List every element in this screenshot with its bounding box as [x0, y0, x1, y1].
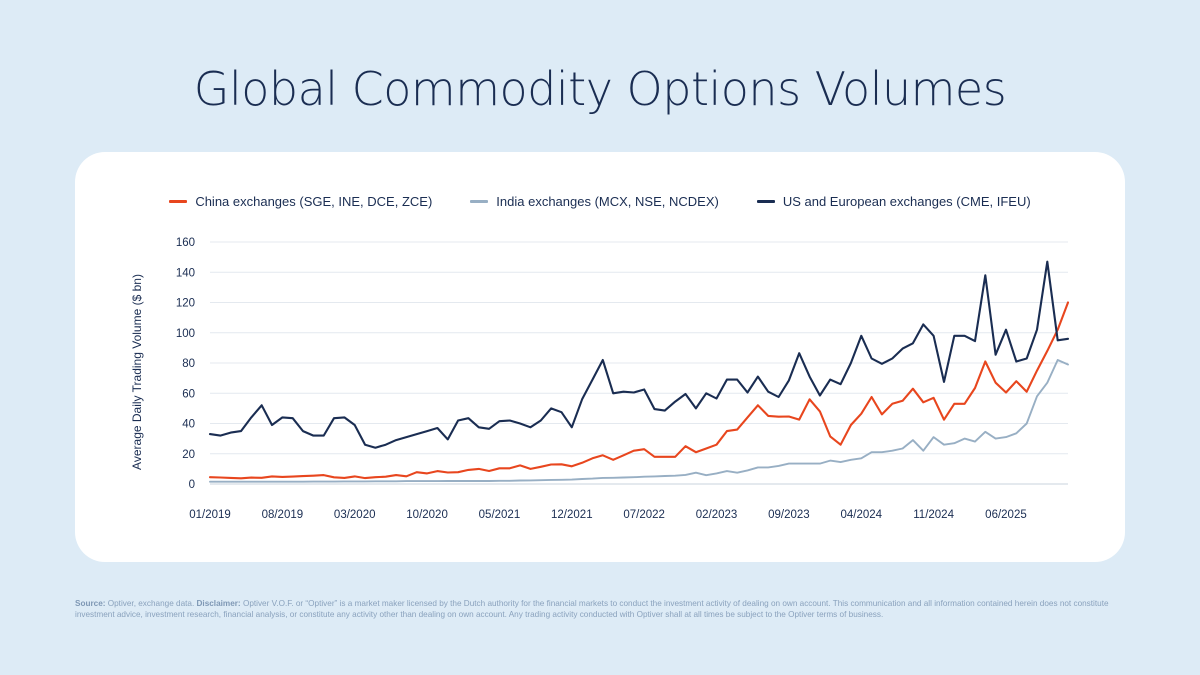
legend-label-us-eu: US and European exchanges (CME, IFEU)	[782, 194, 1031, 209]
legend-swatch-china	[169, 200, 188, 203]
x-tick-label: 12/2021	[551, 509, 593, 521]
x-tick-label: 02/2023	[696, 509, 738, 521]
y-tick-label: 100	[176, 328, 195, 340]
legend-label-india: India exchanges (MCX, NSE, NCDEX)	[496, 194, 719, 209]
legend-item-china[interactable]: China exchanges (SGE, INE, DCE, ZCE)	[169, 194, 432, 209]
series-line-us_eu	[208, 260, 1070, 449]
y-tick-label: 120	[176, 298, 195, 310]
x-tick-label: 06/2025	[985, 509, 1027, 521]
y-tick-label: 160	[176, 237, 195, 249]
chart-card: China exchanges (SGE, INE, DCE, ZCE) Ind…	[75, 152, 1125, 562]
x-tick-label: 01/2019	[189, 509, 231, 521]
disclaimer-label: Disclaimer:	[196, 599, 241, 608]
y-tick-label: 0	[189, 479, 195, 491]
y-tick-label: 20	[182, 449, 195, 461]
series-line-china	[208, 301, 1070, 480]
page-title: Global Commodity Options Volumes	[193, 62, 1007, 116]
y-axis-ticks: 0 20 40 60 80 100 120 140 160	[176, 237, 195, 491]
y-tick-label: 60	[182, 388, 195, 400]
x-tick-label: 10/2020	[406, 509, 448, 521]
footnote: Source: Optiver, exchange data. Disclaim…	[75, 598, 1125, 620]
series-line-india	[209, 359, 1069, 483]
x-tick-label: 09/2023	[768, 509, 810, 521]
x-tick-label: 04/2024	[840, 509, 882, 521]
y-tick-label: 40	[182, 419, 195, 431]
y-tick-label: 140	[176, 267, 195, 279]
legend-swatch-us-eu	[756, 200, 775, 203]
y-axis-label: Average Daily Trading Volume ($ bn)	[130, 274, 144, 470]
source-label: Source:	[75, 599, 106, 608]
series-lines	[208, 260, 1070, 483]
disclaimer-text: Optiver V.O.F. or “Optiver” is a market …	[75, 599, 1109, 619]
x-tick-label: 08/2019	[262, 509, 304, 521]
x-tick-label: 11/2024	[913, 509, 954, 521]
legend-item-india[interactable]: India exchanges (MCX, NSE, NCDEX)	[470, 194, 719, 209]
x-tick-label: 05/2021	[479, 509, 521, 521]
source-text: Optiver, exchange data.	[105, 599, 197, 608]
legend-swatch-india	[470, 200, 489, 203]
y-tick-label: 80	[182, 358, 195, 370]
line-chart: 0 20 40 60 80 100 120 140 160 01/2019 08/2019 03/2…	[130, 237, 1070, 521]
x-tick-label: 07/2022	[623, 509, 665, 521]
legend-label-china: China exchanges (SGE, INE, DCE, ZCE)	[195, 194, 433, 209]
legend-item-us-eu[interactable]: US and European exchanges (CME, IFEU)	[756, 194, 1031, 209]
x-tick-label: 03/2020	[334, 509, 376, 521]
x-axis-ticks: 01/2019 08/2019 03/2020 10/2020 05/2021 12/20…	[189, 509, 1027, 521]
grid-lines	[210, 241, 1068, 485]
chart-legend: China exchanges (SGE, INE, DCE, ZCE) Ind…	[75, 194, 1125, 209]
